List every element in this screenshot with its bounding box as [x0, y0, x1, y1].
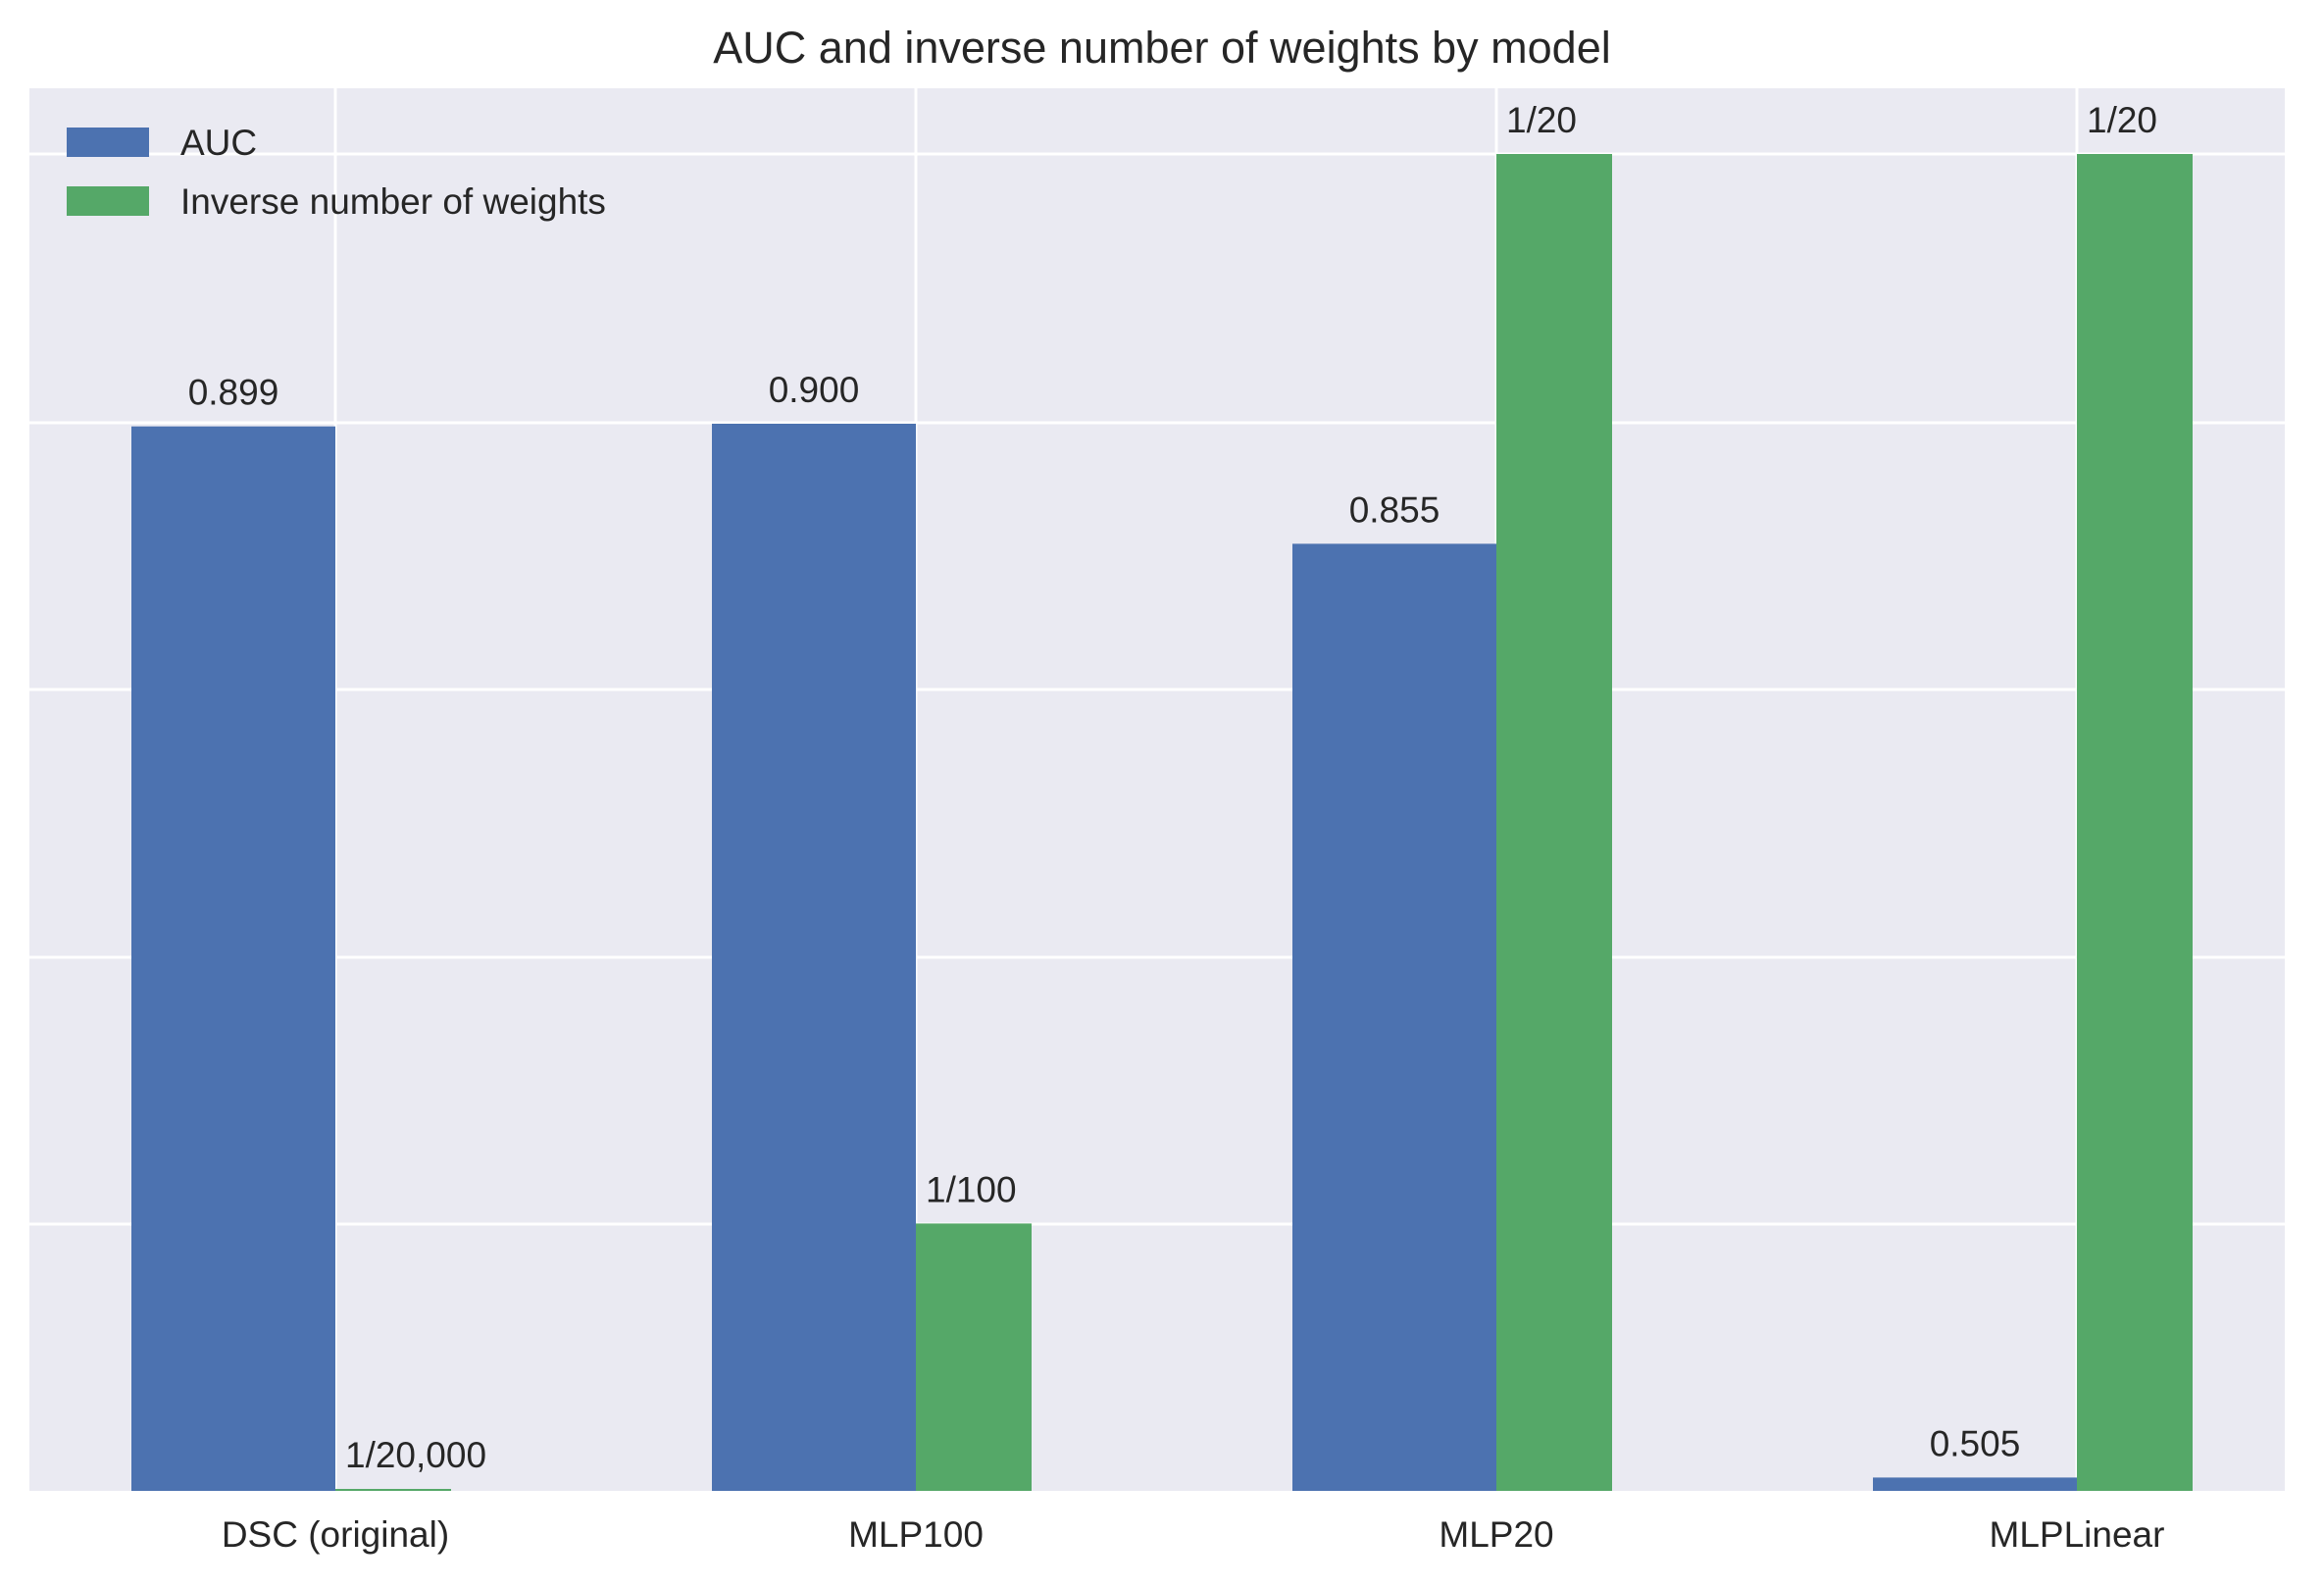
- value-label-auc: 0.900: [769, 370, 860, 410]
- value-label-auc: 0.899: [188, 373, 279, 413]
- bar-auc: [1873, 1477, 2077, 1491]
- legend-label-inverse-weights: Inverse number of weights: [180, 181, 606, 222]
- chart-title: AUC and inverse number of weights by mod…: [713, 23, 1610, 73]
- bar-auc: [712, 424, 916, 1491]
- bar-auc: [131, 426, 335, 1492]
- value-label-auc: 0.505: [1930, 1423, 2021, 1463]
- bar-inverse-weights: [916, 1223, 1032, 1491]
- value-label-inverse-weights: 1/20: [2087, 100, 2157, 140]
- x-axis-tick-labels: DSC (original) MLP100 MLP20 MLPLinear: [222, 1514, 2165, 1555]
- value-label-inverse-weights: 1/20,000: [345, 1435, 486, 1475]
- value-label-auc: 0.855: [1349, 489, 1440, 530]
- bar-inverse-weights: [335, 1489, 451, 1491]
- x-tick-label: DSC (original): [222, 1514, 449, 1555]
- x-tick-label: MLP20: [1439, 1514, 1553, 1555]
- legend-swatch-auc: [67, 128, 149, 157]
- bar-inverse-weights: [1496, 154, 1612, 1491]
- legend-label-auc: AUC: [180, 123, 257, 163]
- bar-auc: [1292, 543, 1496, 1491]
- plot-background: [29, 88, 2285, 1491]
- x-tick-label: MLPLinear: [1990, 1514, 2165, 1555]
- value-label-inverse-weights: 1/100: [926, 1169, 1017, 1209]
- bars: [131, 154, 2193, 1492]
- value-labels: 0.899 1/20,000 0.900 1/100 0.855 1/20 0.505 1/2…: [188, 100, 2157, 1475]
- legend: AUC Inverse number of weights: [67, 123, 606, 222]
- legend-swatch-inverse-weights: [67, 186, 149, 216]
- x-tick-label: MLP100: [848, 1514, 984, 1555]
- bar-inverse-weights: [2077, 154, 2193, 1491]
- value-label-inverse-weights: 1/20: [1506, 100, 1577, 140]
